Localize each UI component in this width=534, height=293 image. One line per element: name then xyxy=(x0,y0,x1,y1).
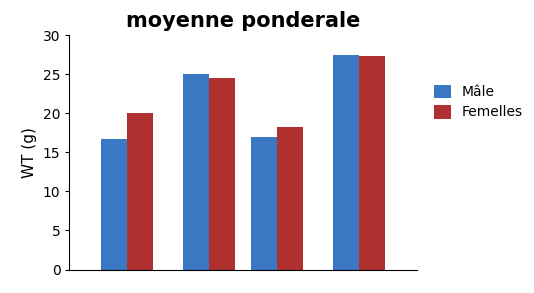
Bar xyxy=(359,56,386,270)
Bar xyxy=(251,137,277,270)
Legend: Mâle, Femelles: Mâle, Femelles xyxy=(427,77,530,126)
Bar xyxy=(333,55,359,270)
Bar xyxy=(127,113,153,270)
Bar xyxy=(183,74,209,270)
Bar xyxy=(277,127,303,270)
Title: moyenne ponderale: moyenne ponderale xyxy=(126,11,360,31)
Bar xyxy=(209,78,235,270)
Y-axis label: WT (g): WT (g) xyxy=(22,127,37,178)
Bar xyxy=(100,139,127,270)
